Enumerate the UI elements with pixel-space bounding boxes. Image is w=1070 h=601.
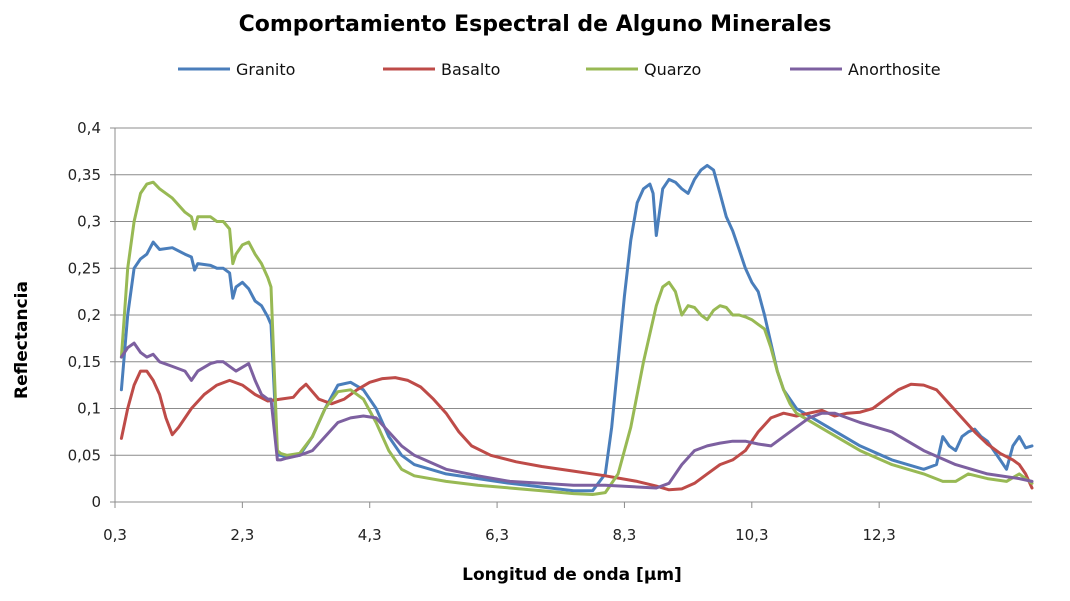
x-tick-label: 6,3 (485, 526, 509, 544)
x-tick-label: 10,3 (735, 526, 768, 544)
y-tick-label: 0,05 (68, 446, 101, 464)
y-tick-label: 0,35 (68, 166, 101, 184)
chart-legend: Granito Basalto Quarzo Anorthosite (178, 60, 941, 79)
series-line-granito (119, 163, 1034, 493)
x-axis-ticks: 0,3 2,3 4,3 6,3 8,3 10,3 12,3 (103, 502, 896, 544)
series-lines (119, 163, 1034, 496)
y-tick-label: 0,25 (68, 259, 101, 277)
y-axis-ticks: 0 0,05 0,1 0,15 0,2 0,25 0,3 0,35 0,4 (68, 119, 115, 511)
legend-label-quarzo: Quarzo (644, 60, 701, 79)
y-tick-label: 0,15 (68, 353, 101, 371)
horizontal-gridlines (115, 127, 1032, 456)
x-tick-label: 12,3 (862, 526, 895, 544)
series-line-basalto (119, 369, 1034, 492)
y-axis-label: Reflectancia (12, 281, 32, 399)
chart-title: Comportamiento Espectral de Alguno Miner… (239, 12, 832, 37)
x-axis-label: Longitud de onda [µm] (462, 565, 682, 585)
y-tick-label: 0 (91, 493, 101, 511)
y-tick-label: 0,1 (77, 400, 101, 418)
x-tick-label: 8,3 (613, 526, 637, 544)
y-tick-label: 0,2 (77, 306, 101, 324)
x-tick-label: 4,3 (358, 526, 382, 544)
x-tick-label: 2,3 (230, 526, 254, 544)
legend-label-basalto: Basalto (441, 60, 500, 79)
y-tick-label: 0,3 (77, 213, 101, 231)
series-line-anorthosite (119, 341, 1034, 490)
y-tick-label: 0,4 (77, 119, 101, 137)
legend-label-anorthosite: Anorthosite (848, 60, 941, 79)
x-tick-label: 0,3 (103, 526, 127, 544)
series-line-quarzo (119, 180, 1034, 496)
legend-label-granito: Granito (236, 60, 295, 79)
